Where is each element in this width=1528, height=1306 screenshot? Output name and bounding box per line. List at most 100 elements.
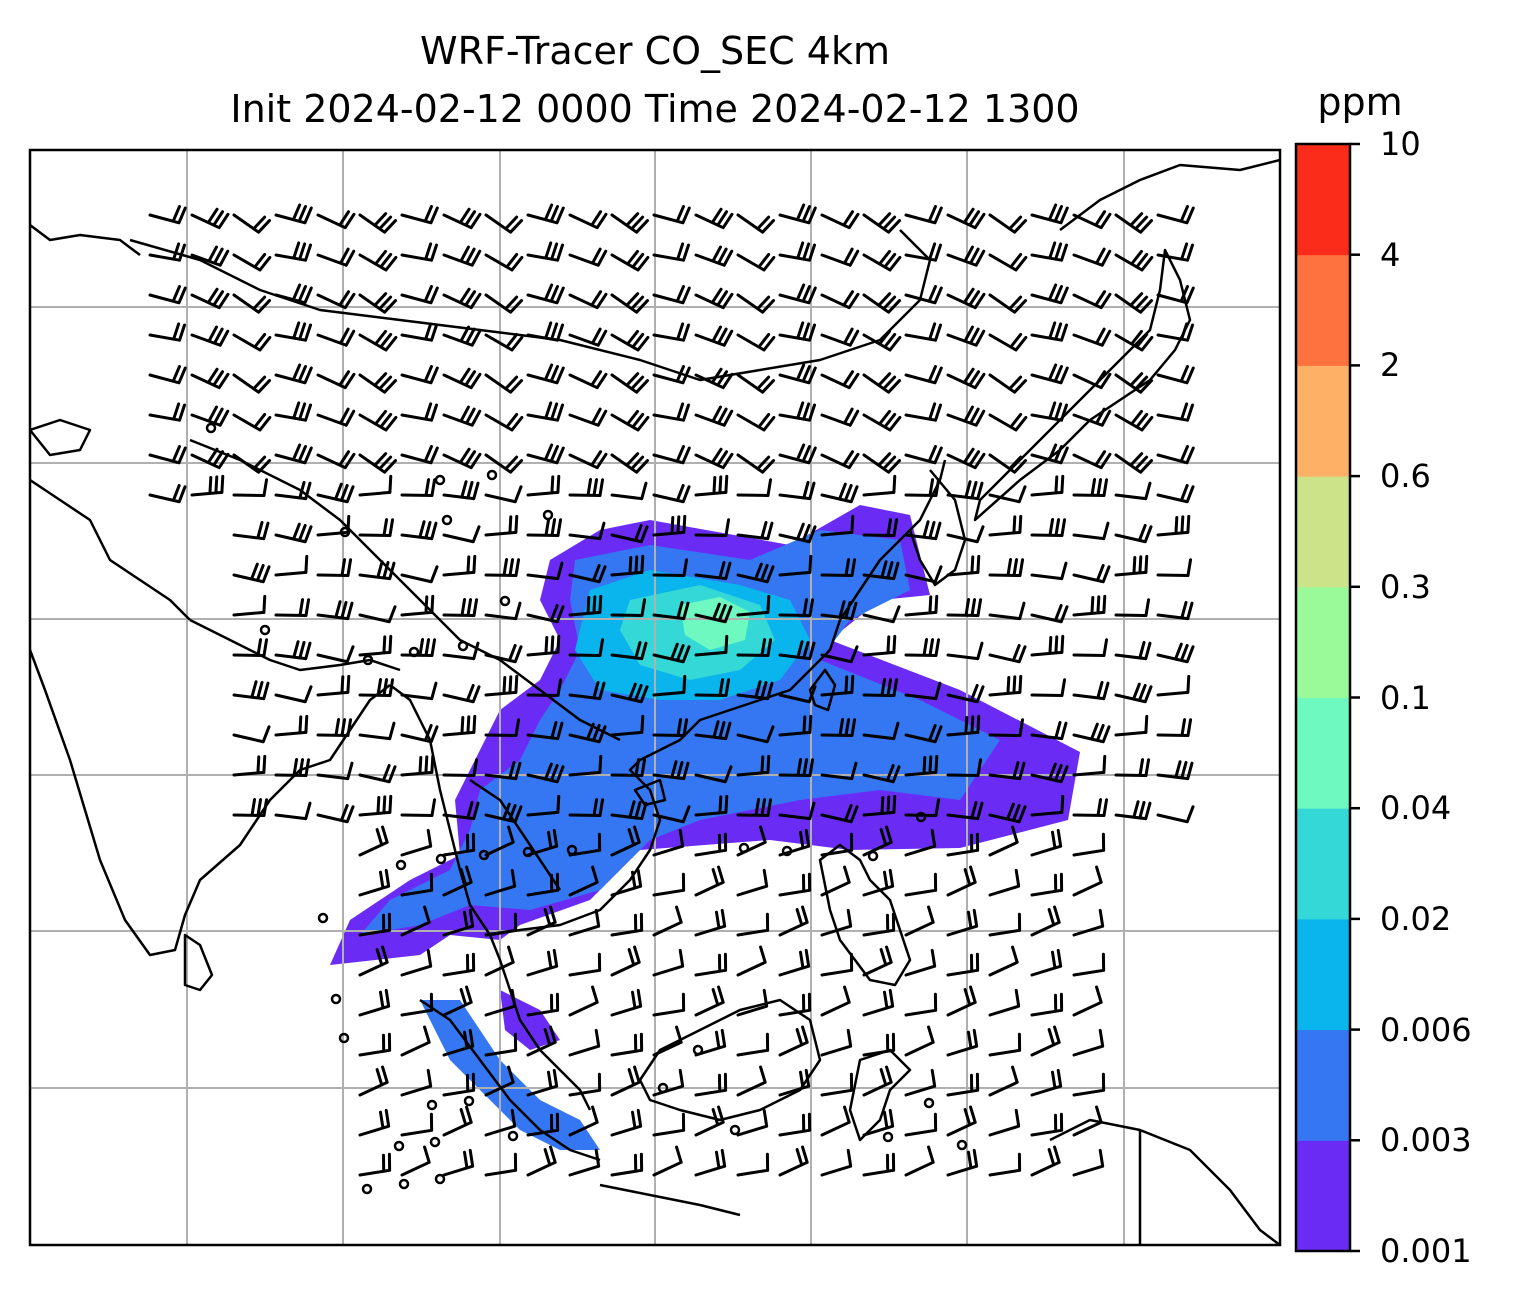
wind-barb xyxy=(652,445,691,465)
wind-barb xyxy=(778,1025,809,1057)
wind-barb xyxy=(694,207,734,230)
wind-barb xyxy=(1072,210,1112,230)
wind-barb xyxy=(400,402,439,422)
wind-barb xyxy=(946,1028,979,1057)
wind-barb xyxy=(946,985,977,1017)
border-china-south xyxy=(189,438,621,742)
wind-barb xyxy=(232,725,271,744)
wind-barb xyxy=(1072,985,1103,1017)
wind-barb xyxy=(988,760,1026,781)
wind-barb xyxy=(232,213,272,234)
wind-barb xyxy=(1030,762,1069,784)
wind-barb xyxy=(736,1108,769,1137)
wind-barb xyxy=(1156,402,1195,422)
wind-barb xyxy=(946,800,984,821)
coast-hainan xyxy=(633,778,667,807)
wind-barb xyxy=(442,865,473,897)
wind-barb xyxy=(400,723,439,744)
wind-barb xyxy=(232,373,272,394)
wind-barb xyxy=(232,798,269,818)
wind-barb xyxy=(484,988,517,1017)
wind-barb xyxy=(1030,992,1064,1017)
wind-barb xyxy=(862,794,897,817)
wind-barb xyxy=(610,372,650,394)
wind-barb xyxy=(316,718,353,738)
wind-barb xyxy=(694,325,734,347)
wind-barb xyxy=(1114,481,1152,501)
wind-barb xyxy=(400,478,437,498)
wind-barb xyxy=(526,518,563,538)
wind-barb xyxy=(904,205,943,225)
wind-barb xyxy=(400,948,433,977)
wind-barb xyxy=(946,554,981,577)
colorbar-tick-label: 0.6 xyxy=(1380,457,1431,496)
wind-barb xyxy=(400,872,434,897)
wind-barb xyxy=(610,598,647,618)
wind-barb xyxy=(358,634,393,657)
wind-barb xyxy=(820,718,857,738)
wind-barb xyxy=(988,558,1025,578)
wind-barb xyxy=(904,992,938,1017)
wind-barb xyxy=(652,205,691,225)
wind-barb xyxy=(904,445,943,465)
wind-barb xyxy=(568,370,608,390)
wind-barb xyxy=(610,682,649,704)
wind-barb xyxy=(610,1065,641,1097)
wind-barb xyxy=(778,685,817,704)
wind-barb xyxy=(862,329,902,352)
wind-barb xyxy=(1114,800,1152,821)
wind-barb xyxy=(568,594,603,617)
wind-barb xyxy=(400,1025,431,1057)
wind-barb xyxy=(526,1145,557,1177)
wind-barb xyxy=(274,554,309,577)
colorbar-segment xyxy=(1296,144,1350,256)
wind-barb xyxy=(400,992,434,1017)
wind-barb xyxy=(904,365,943,385)
wind-barb xyxy=(694,765,733,784)
wind-barb xyxy=(316,290,356,310)
wind-barb xyxy=(694,865,725,897)
coast-bay-east xyxy=(389,684,492,936)
wind-barb xyxy=(442,480,480,501)
wind-barb xyxy=(568,908,601,937)
wind-barb xyxy=(736,868,769,897)
wind-barb xyxy=(1030,634,1065,657)
wind-barb xyxy=(526,203,565,225)
wind-barb xyxy=(442,367,482,390)
wind-barb xyxy=(1030,828,1063,857)
wind-barb xyxy=(1072,521,1110,541)
wind-barb xyxy=(400,681,438,701)
wind-barb xyxy=(1156,558,1193,578)
wind-barb xyxy=(568,327,608,347)
wind-barb xyxy=(400,445,439,465)
wind-barb xyxy=(904,681,942,701)
wind-barb xyxy=(904,1068,937,1097)
wind-barb xyxy=(442,1028,475,1057)
wind-barb xyxy=(904,828,937,857)
colorbar-segment xyxy=(1296,808,1350,920)
wind-barb xyxy=(358,452,398,474)
wind-barb xyxy=(862,678,899,698)
wind-barb xyxy=(946,641,984,661)
wind-barb xyxy=(232,638,269,658)
wind-barb xyxy=(568,680,606,701)
wind-barb xyxy=(988,373,1028,394)
wind-barb xyxy=(862,763,901,784)
wind-barb xyxy=(1072,563,1111,584)
wind-barb xyxy=(1114,409,1154,432)
wind-barb xyxy=(694,245,734,267)
wind-barb xyxy=(232,478,269,498)
wind-barb xyxy=(484,485,523,504)
wind-barb xyxy=(862,912,896,937)
wind-barb xyxy=(904,798,941,818)
wind-barb xyxy=(694,518,731,538)
wind-barb xyxy=(694,1028,727,1057)
wind-barb xyxy=(442,641,480,661)
wind-barb xyxy=(484,912,518,937)
wind-barb xyxy=(778,714,813,737)
wind-barb xyxy=(148,205,187,225)
map-frame xyxy=(28,148,1282,1247)
wind-barb xyxy=(862,409,902,432)
wind-barb xyxy=(778,363,817,385)
wind-barb xyxy=(1114,598,1151,618)
